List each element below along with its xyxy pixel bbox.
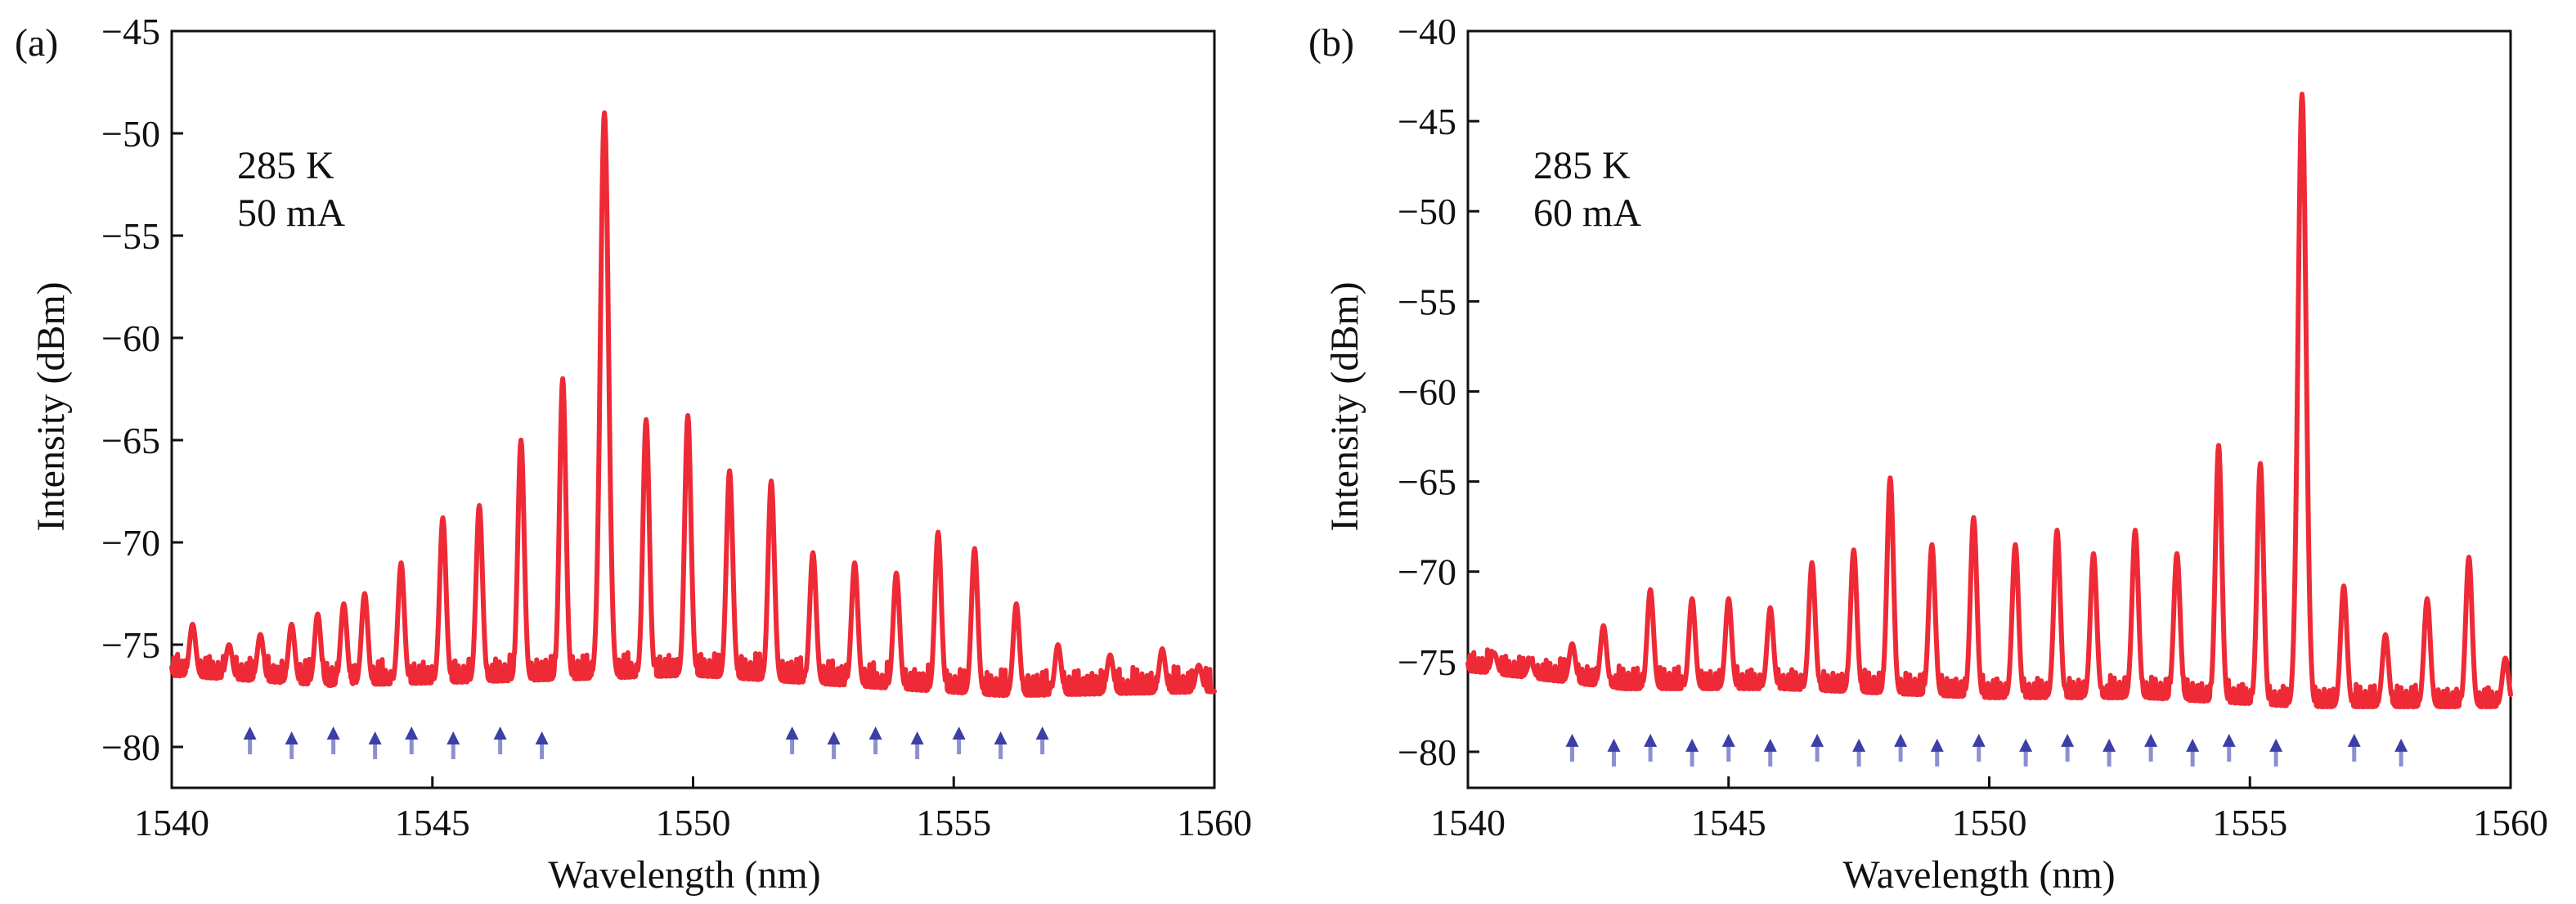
x-tick-label: 1560: [2473, 802, 2548, 843]
mode-marker-arrow: [2103, 738, 2116, 767]
mode-marker-arrow: [994, 731, 1008, 759]
mode-marker-arrow: [2222, 733, 2236, 762]
mode-marker-arrow: [326, 726, 340, 754]
panel-a: (a) Intensity (dBm) Wavelength (nm) 285 …: [15, 11, 1252, 897]
mode-marker-arrow: [2186, 738, 2200, 767]
y-tick-label: −55: [1398, 281, 1456, 322]
y-tick-label: −80: [101, 726, 160, 768]
mode-marker-arrow: [1607, 738, 1621, 767]
mode-marker-arrow: [2394, 738, 2408, 767]
mode-marker-arrow: [1930, 738, 1944, 767]
x-tick-label: 1560: [1177, 802, 1252, 843]
panel-b-spectrum-line: [1465, 92, 2513, 709]
x-tick-label: 1545: [1691, 802, 1766, 843]
mode-marker-arrow: [285, 731, 298, 759]
panel-a-x-axis-title: Wavelength (nm): [548, 853, 820, 897]
mode-marker-arrow: [785, 726, 799, 754]
mode-marker-arrow: [1644, 733, 1658, 762]
mode-marker-arrow: [827, 731, 841, 759]
y-tick-label: −45: [101, 11, 160, 52]
mode-marker-arrow: [868, 726, 882, 754]
panel-b-label: (b): [1308, 21, 1354, 65]
x-tick-label: 1550: [1952, 802, 2027, 843]
mode-marker-arrow: [243, 726, 257, 754]
y-tick-label: −75: [1398, 641, 1456, 683]
mode-marker-arrow: [1763, 738, 1777, 767]
y-tick-label: −50: [101, 113, 160, 155]
panel-b-y-axis-title: Intensity (dBm): [1323, 281, 1367, 531]
mode-marker-arrow: [493, 726, 507, 754]
mode-marker-arrow: [2347, 733, 2361, 762]
mode-marker-arrow: [368, 731, 382, 759]
y-tick-label: −60: [1398, 371, 1456, 412]
y-tick-label: −70: [1398, 551, 1456, 593]
x-tick-label: 1540: [1430, 802, 1506, 843]
mode-marker-arrow: [952, 726, 966, 754]
mode-marker-arrow: [1685, 738, 1699, 767]
mode-marker-arrow: [2061, 733, 2075, 762]
x-tick-label: 1545: [395, 802, 470, 843]
y-tick-label: −60: [101, 317, 160, 359]
x-tick-label: 1550: [656, 802, 731, 843]
panel-a-ticks: 1540 1545 1550 1555 1560 −80 −75 −70 −65 −60 −55 −5…: [101, 11, 1252, 843]
panel-a-y-axis-title: Intensity (dBm): [29, 281, 73, 531]
mode-marker-arrow: [1811, 733, 1824, 762]
panel-b-annotation-temperature: 285 K: [1533, 144, 1631, 187]
mode-marker-arrow: [2144, 733, 2158, 762]
panel-a-mode-arrows: [243, 726, 1049, 759]
mode-marker-arrow: [910, 731, 924, 759]
y-tick-label: −65: [101, 420, 160, 461]
mode-marker-arrow: [2019, 738, 2033, 767]
mode-marker-arrow: [405, 726, 419, 754]
y-tick-label: −80: [1398, 731, 1456, 773]
y-tick-label: −40: [1398, 11, 1456, 52]
panel-a-annotation-current: 50 mA: [237, 191, 345, 235]
panel-a-annotation-temperature: 285 K: [237, 144, 334, 187]
panel-b-mode-arrows: [1565, 733, 2408, 767]
y-tick-label: −75: [101, 624, 160, 666]
panel-b-ticks: 1540 1545 1550 1555 1560 −80 −75 −70 −65 −60 −55 −5…: [1398, 11, 2548, 843]
mode-marker-arrow: [1035, 726, 1049, 754]
panel-a-spectrum-line: [169, 110, 1217, 699]
y-tick-label: −70: [101, 522, 160, 564]
mode-marker-arrow: [1894, 733, 1908, 762]
panel-b-annotation-current: 60 mA: [1533, 191, 1641, 235]
mode-marker-arrow: [1565, 733, 1579, 762]
x-tick-label: 1555: [916, 802, 991, 843]
mode-marker-arrow: [535, 731, 549, 759]
y-tick-label: −65: [1398, 461, 1456, 503]
x-tick-label: 1555: [2212, 802, 2287, 843]
mode-marker-arrow: [2269, 738, 2283, 767]
panel-b: (b) Intensity (dBm) Wavelength (nm) 285 …: [1308, 11, 2548, 897]
y-tick-label: −55: [101, 215, 160, 257]
panel-b-x-axis-title: Wavelength (nm): [1842, 853, 2115, 897]
mode-marker-arrow: [447, 731, 460, 759]
y-tick-label: −45: [1398, 101, 1456, 142]
mode-marker-arrow: [1972, 733, 1986, 762]
y-tick-label: −50: [1398, 191, 1456, 232]
x-tick-label: 1540: [134, 802, 209, 843]
mode-marker-arrow: [1852, 738, 1866, 767]
mode-marker-arrow: [1721, 733, 1735, 762]
panel-a-label: (a): [15, 21, 58, 65]
